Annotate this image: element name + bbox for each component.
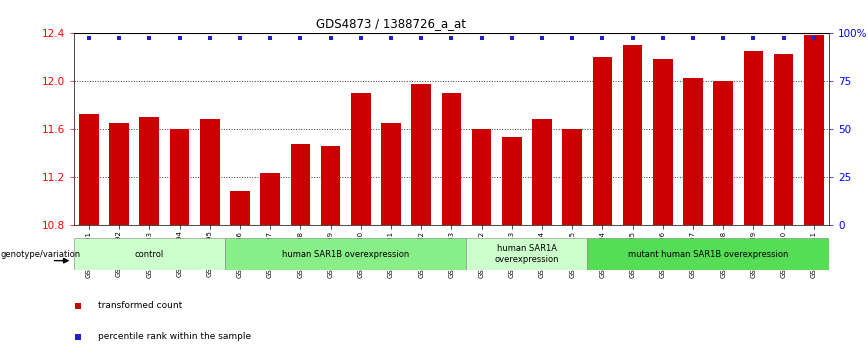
Text: human SAR1A
overexpression: human SAR1A overexpression — [495, 244, 559, 264]
Bar — [804, 35, 824, 225]
Bar — [466, 238, 588, 270]
Bar — [532, 119, 552, 225]
Bar — [713, 81, 733, 225]
Bar — [109, 123, 129, 225]
Bar — [169, 129, 189, 225]
Text: percentile rank within the sample: percentile rank within the sample — [97, 332, 251, 341]
Bar — [471, 129, 491, 225]
Text: transformed count: transformed count — [97, 301, 182, 310]
Text: control: control — [135, 250, 164, 258]
Bar — [593, 57, 612, 225]
Bar — [291, 144, 310, 225]
Bar — [351, 93, 371, 225]
Text: genotype/variation: genotype/variation — [1, 250, 81, 258]
Bar — [225, 238, 466, 270]
Bar — [381, 123, 401, 225]
Title: GDS4873 / 1388726_a_at: GDS4873 / 1388726_a_at — [316, 17, 466, 30]
Bar — [200, 119, 220, 225]
Bar — [588, 238, 829, 270]
Bar — [653, 59, 673, 225]
Bar — [683, 78, 703, 225]
Text: mutant human SAR1B overexpression: mutant human SAR1B overexpression — [628, 250, 788, 258]
Bar — [411, 84, 431, 225]
Bar — [79, 114, 99, 225]
Bar — [562, 129, 582, 225]
Bar — [744, 51, 763, 225]
Bar — [140, 117, 159, 225]
Text: human SAR1B overexpression: human SAR1B overexpression — [282, 250, 410, 258]
Bar — [773, 54, 793, 225]
Bar — [320, 146, 340, 225]
Bar — [74, 238, 225, 270]
Bar — [230, 191, 250, 225]
Bar — [502, 137, 522, 225]
Bar — [622, 45, 642, 225]
Bar — [442, 93, 461, 225]
Bar — [260, 174, 280, 225]
